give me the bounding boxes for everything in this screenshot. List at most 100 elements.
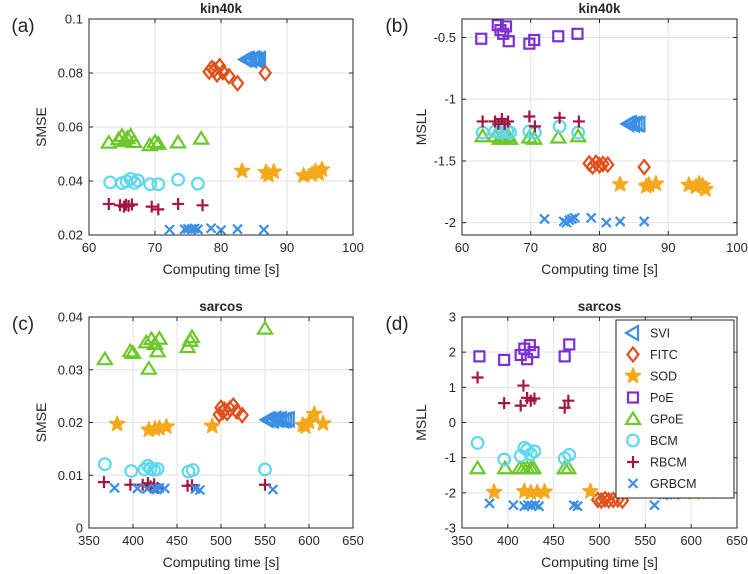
series-grbcm [539, 212, 650, 228]
point-bcm [151, 177, 166, 192]
point-gpoe [473, 127, 492, 143]
legend-label: SVI [650, 327, 670, 341]
point-poe [527, 346, 540, 359]
series-svi [619, 114, 646, 134]
point-sod [108, 415, 126, 432]
y-tick-label: 0.04 [58, 310, 83, 325]
y-tick-label: 0.01 [58, 468, 83, 483]
legend-marker-grbcm [627, 478, 639, 489]
legend-label: RBCM [650, 456, 687, 470]
point-grbcm [585, 212, 597, 223]
point-grbcm [205, 222, 217, 234]
y-tick-label: -1 [444, 92, 456, 107]
point-rbcm [572, 115, 585, 128]
point-gpoe [146, 133, 164, 148]
point-bcm [497, 452, 512, 467]
series-gpoe [95, 319, 274, 375]
legend-marker-fitc [626, 345, 640, 364]
y-tick-label: 0.08 [58, 66, 83, 81]
point-fitc [216, 63, 230, 81]
point-fitc [222, 67, 236, 86]
point-gpoe [496, 459, 515, 475]
point-gpoe [192, 129, 211, 145]
legend-entry-svi: SVI [623, 324, 670, 342]
point-bcm [137, 462, 152, 477]
x-tick-label: 350 [78, 533, 100, 548]
point-fitc [598, 490, 612, 508]
panel-label: (c) [12, 314, 34, 335]
point-sod [697, 180, 714, 197]
y-tick-label: -3 [444, 521, 456, 536]
series-gpoe [99, 127, 211, 152]
point-rbcm [196, 199, 209, 212]
series-bcm [103, 171, 205, 192]
point-fitc [600, 155, 615, 174]
y-tick-label: -1.5 [434, 153, 456, 168]
series-poe [475, 19, 584, 50]
point-bcm [562, 447, 577, 462]
x-tick-label: 500 [589, 533, 611, 548]
point-grbcm [232, 223, 243, 235]
panel-title: kin40k [200, 1, 243, 16]
point-fitc [258, 64, 273, 82]
y-tick-label: -2 [444, 485, 456, 500]
legend: SVI FITC SOD PoE GPoE BCM RBCM GRBCM [615, 319, 735, 499]
point-rbcm [558, 401, 571, 414]
legend-marker-rbcm [627, 456, 639, 468]
point-gpoe [569, 127, 588, 143]
point-sod [582, 482, 599, 499]
x-tick-label: 350 [451, 533, 473, 548]
y-tick-label: 1 [449, 380, 456, 395]
legend-label: FITC [650, 348, 678, 362]
y-axis-label: MSLL [413, 109, 429, 146]
legend-entry-sod: SOD [624, 367, 677, 384]
x-tick-label: 70 [524, 240, 538, 255]
y-tick-label: 0.06 [58, 120, 83, 135]
point-rbcm [517, 379, 530, 392]
x-tick-label: 80 [214, 240, 228, 255]
point-bcm [503, 125, 518, 140]
x-tick-label: 600 [680, 533, 702, 548]
legend-marker-bcm [626, 433, 640, 448]
point-fitc [230, 74, 245, 93]
point-gpoe [124, 344, 142, 359]
x-tick-label: 90 [280, 240, 294, 255]
point-grbcm [539, 213, 550, 225]
point-rbcm [523, 110, 536, 123]
point-grbcm [267, 484, 279, 495]
x-tick-label: 100 [342, 240, 364, 255]
legend-entry-rbcm: RBCM [627, 456, 687, 470]
series-rbcm [476, 110, 585, 133]
point-grbcm [164, 224, 175, 235]
series-svi [258, 409, 295, 430]
y-tick-label: 2 [449, 345, 456, 360]
y-tick-label: 0 [449, 415, 456, 430]
point-bcm [150, 462, 165, 476]
point-bcm [527, 444, 542, 459]
y-tick-label: -1 [444, 450, 456, 465]
point-svi [279, 410, 295, 429]
point-poe [558, 350, 571, 363]
point-gpoe [124, 133, 143, 148]
y-tick-label: 0 [76, 521, 83, 536]
series-svi [236, 49, 267, 70]
y-tick-label: 0.1 [65, 12, 83, 27]
point-svi [250, 50, 267, 68]
point-fitc [222, 400, 237, 418]
point-bcm [190, 176, 205, 191]
point-poe [502, 35, 515, 48]
point-fitc [596, 155, 610, 173]
x-axis-label: Computing time [s] [541, 261, 658, 277]
panel-2: 350 400 450 500 550 600 650 0 0.01 0.02 0.03 0.04 sa… [12, 299, 364, 570]
point-grbcm [484, 498, 495, 509]
legend-label: GPoE [650, 413, 683, 427]
point-gpoe [559, 459, 578, 475]
point-rbcm [498, 397, 511, 410]
x-tick-label: 650 [726, 533, 748, 548]
x-tick-label: 550 [634, 533, 656, 548]
legend-label: GRBCM [650, 477, 697, 491]
point-grbcm [189, 223, 200, 234]
series-bcm [470, 435, 653, 467]
point-rbcm [528, 392, 541, 405]
